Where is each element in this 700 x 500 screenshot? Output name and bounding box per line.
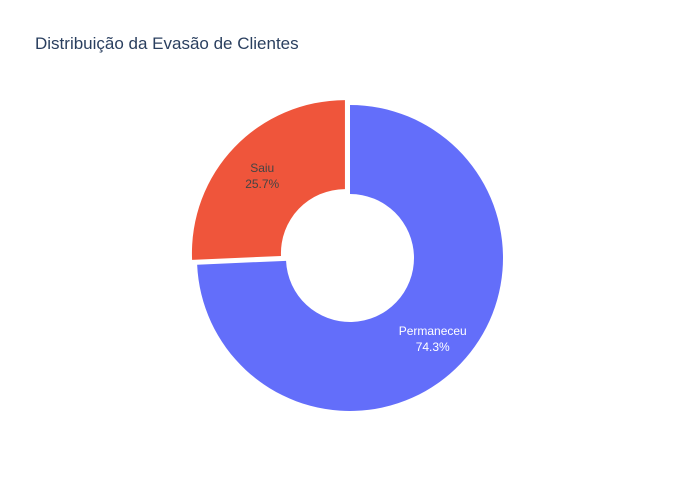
- slice-label-permaneceu: Permaneceu 74.3%: [399, 324, 467, 354]
- labels-group: Permaneceu 74.3% Saiu 25.7%: [245, 161, 467, 354]
- slice-label-name: Saiu: [250, 161, 274, 175]
- slices-group: [191, 100, 504, 411]
- slice-label-percent: 74.3%: [416, 340, 450, 354]
- slice-label-percent: 25.7%: [245, 177, 279, 191]
- slice-permaneceu[interactable]: [197, 105, 504, 411]
- slice-label-name: Permaneceu: [399, 324, 467, 338]
- slice-saiu[interactable]: [191, 100, 345, 260]
- slice-label-saiu: Saiu 25.7%: [245, 161, 279, 191]
- chart-title: Distribuição da Evasão de Clientes: [35, 34, 299, 53]
